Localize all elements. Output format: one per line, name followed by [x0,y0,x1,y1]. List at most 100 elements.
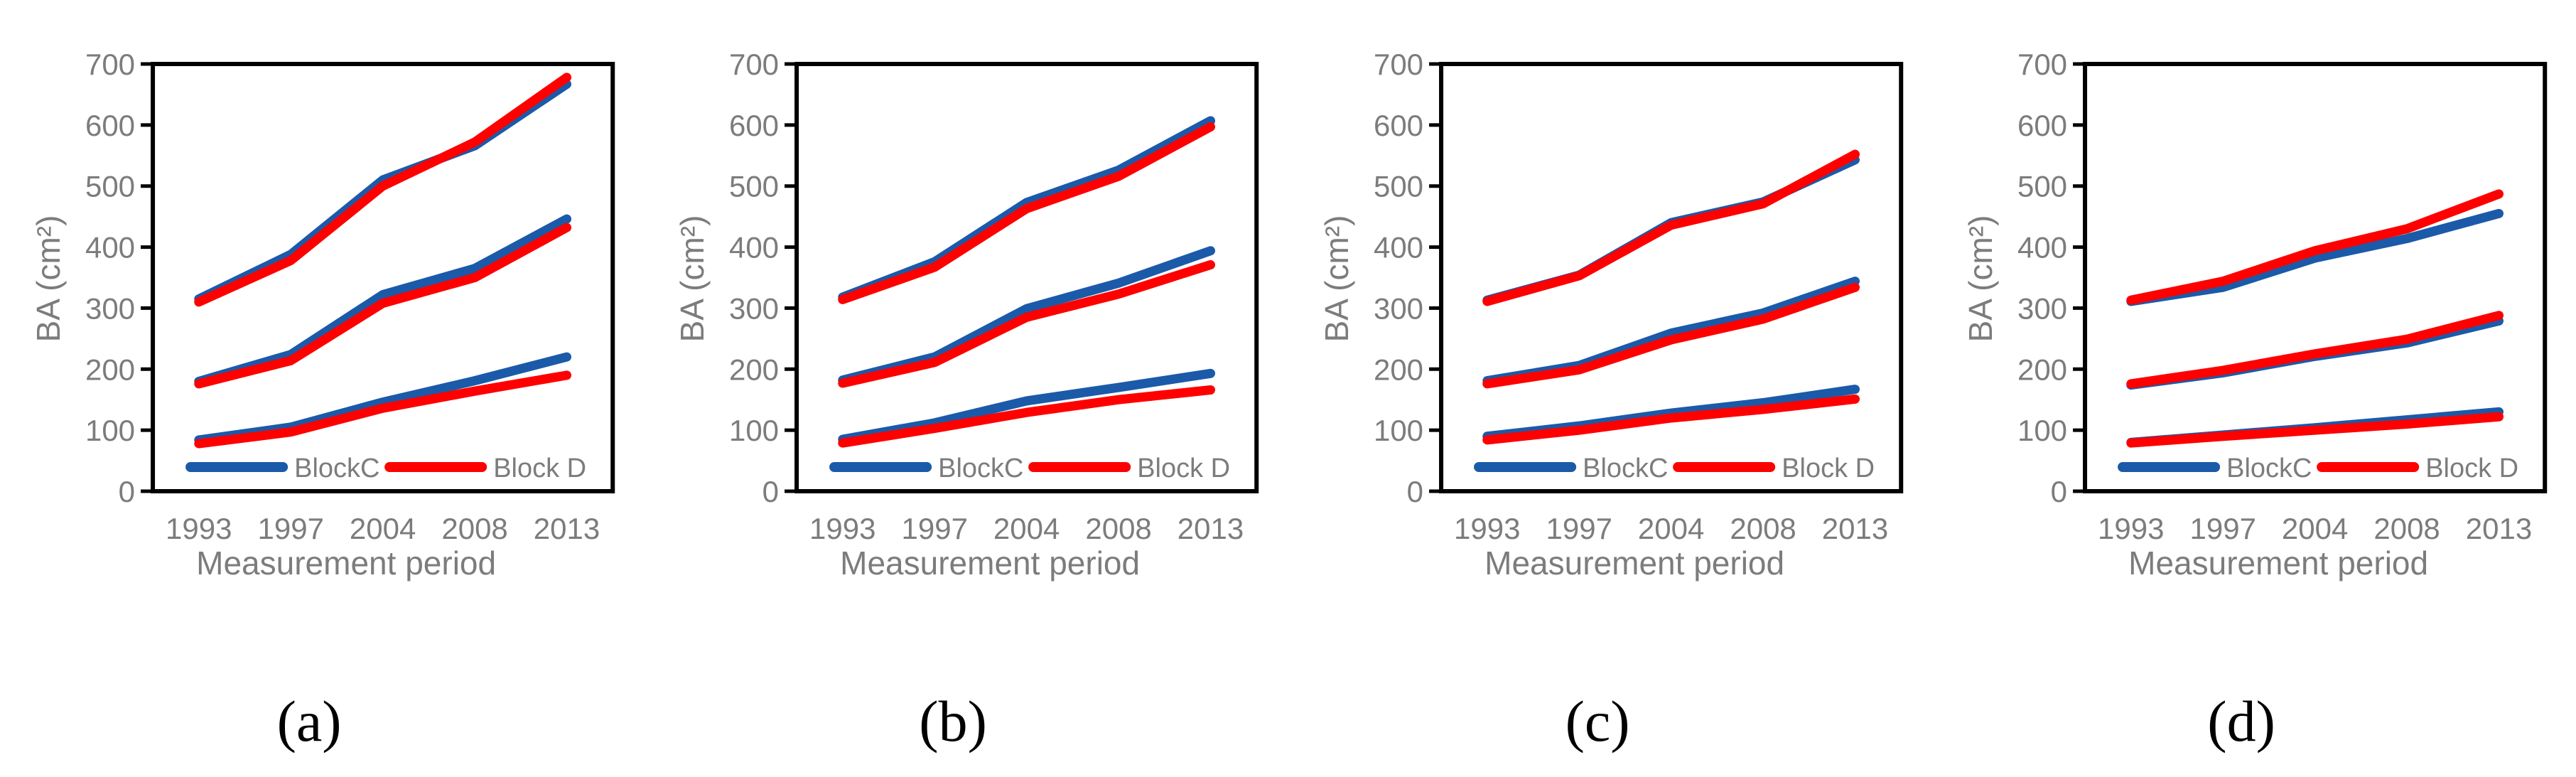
series-line-blockd-upper [194,73,572,307]
plot-frame [1438,62,1903,493]
chart-b: 700 600 500 400 300 200 100 0 1993 1997 2004 2008 20… [674,48,1259,754]
x-tick-label: 1993 [2098,512,2164,545]
y-tick-label: 100 [2017,414,2067,447]
series-line-blockc-lower [838,368,1216,444]
panel-caption: (d) [2207,689,2275,754]
x-tick-label: 1993 [166,512,232,545]
chart-panel-a: 700 600 500 400 300 200 100 0 1993 1997 2004 2008 20… [0,0,644,777]
panel-caption: (b) [920,689,988,754]
x-tick-label: 2013 [534,512,600,545]
y-tick-label: 600 [729,109,779,142]
x-tick-label: 2008 [2373,512,2440,545]
series-line-blockd-lower [194,370,572,449]
x-tick-label: 2008 [441,512,507,545]
x-tick-label: 2008 [1086,512,1152,545]
chart-a: 700 600 500 400 300 200 100 0 1993 1997 2004 2008 20… [30,48,615,754]
y-tick-label: 500 [729,170,779,203]
y-tick-label: 200 [1373,353,1423,386]
y-axis-title: BA (cm²) [1318,215,1355,343]
y-tick-label: 300 [729,291,779,325]
y-axis-title: BA (cm²) [30,215,67,343]
panel-caption: (c) [1565,689,1629,754]
panel-caption: (a) [277,689,342,754]
x-tick-label: 2004 [1637,512,1703,545]
legend-label-blockd: Block D [493,454,586,483]
legend-label-blockc: BlockC [2226,454,2312,483]
y-tick-label: 500 [2017,170,2067,203]
y-tick-label: 0 [762,475,779,508]
series-line-blockd-lower [2126,412,2504,448]
series-line-blockd-upper [1482,149,1860,306]
y-tick-label: 100 [85,414,135,447]
chart-panel-c: 700 600 500 400 300 200 100 0 1993 1997 2004 2008 20… [1288,0,1932,777]
series-line-blockc-lower [1482,385,1860,441]
series-line-blockd-upper [838,122,1216,304]
y-tick-label: 300 [2017,291,2067,325]
y-tick-label: 400 [1373,231,1423,264]
y-axis-title: BA (cm²) [1962,215,1999,343]
y-tick-label: 400 [85,231,135,264]
y-tick-label: 600 [1373,109,1423,142]
y-tick-label: 700 [85,48,135,81]
x-axis-title: Measurement period [2128,545,2428,582]
legend-label-blockc: BlockC [1583,454,1668,483]
y-tick-label: 0 [1406,475,1423,508]
y-tick-label: 200 [2017,353,2067,386]
y-tick-label: 500 [1373,170,1423,203]
plot-frame [794,62,1259,493]
chart-panel-d: 700 600 500 400 300 200 100 0 1993 1997 2004 2008 20… [1932,0,2576,777]
y-tick-label: 300 [85,291,135,325]
series-line-blockd-lower [1482,394,1860,445]
series-line-blockc-middle [1482,277,1860,386]
y-tick-label: 0 [2050,475,2066,508]
y-tick-label: 200 [729,353,779,386]
y-tick-label: 100 [1373,414,1423,447]
y-tick-label: 300 [1373,291,1423,325]
x-tick-label: 1997 [257,512,323,545]
legend-label-blockd: Block D [1137,454,1230,483]
plot-frame [2082,62,2547,493]
x-axis-title: Measurement period [196,545,496,582]
y-tick-label: 600 [2017,109,2067,142]
x-tick-label: 2013 [2466,512,2532,545]
y-tick-label: 400 [729,231,779,264]
series-line-blockd-middle [2126,311,2504,389]
chart-c: 700 600 500 400 300 200 100 0 1993 1997 2004 2008 20… [1318,48,1903,754]
series-line-blockd-upper [2126,189,2504,305]
chart-panel-b: 700 600 500 400 300 200 100 0 1993 1997 2004 2008 20… [644,0,1288,777]
y-tick-label: 500 [85,170,135,203]
y-tick-label: 700 [1373,48,1423,81]
y-tick-label: 100 [729,414,779,447]
y-tick-label: 200 [85,353,135,386]
legend-label-blockc: BlockC [938,454,1023,483]
legend-label-blockc: BlockC [294,454,379,483]
legend-label-blockd: Block D [1782,454,1875,483]
y-tick-label: 0 [119,475,135,508]
series-line-blockd-middle [194,223,572,389]
series-line-blockd-lower [838,385,1216,448]
series-line-blockd-middle [838,259,1216,388]
x-tick-label: 1997 [1546,512,1612,545]
y-tick-label: 700 [2017,48,2067,81]
x-tick-label: 2013 [1177,512,1244,545]
x-tick-label: 2013 [1821,512,1887,545]
x-axis-title: Measurement period [1484,545,1784,582]
y-tick-label: 400 [2017,231,2067,264]
y-tick-label: 700 [729,48,779,81]
x-tick-label: 1993 [809,512,875,545]
x-tick-label: 1997 [2189,512,2256,545]
x-axis-title: Measurement period [840,545,1140,582]
x-tick-label: 1997 [902,512,968,545]
series-line-blockc-middle [194,214,572,386]
x-tick-label: 1993 [1454,512,1520,545]
series-line-blockd-middle [1482,282,1860,389]
legend-label-blockd: Block D [2425,454,2518,483]
y-axis-title: BA (cm²) [674,215,711,343]
x-tick-label: 2004 [993,512,1060,545]
x-tick-label: 2004 [2282,512,2348,545]
plot-frame [151,62,615,493]
chart-d: 700 600 500 400 300 200 100 0 1993 1997 2004 2008 20… [1962,48,2547,754]
x-tick-label: 2008 [1730,512,1796,545]
y-tick-label: 600 [85,109,135,142]
